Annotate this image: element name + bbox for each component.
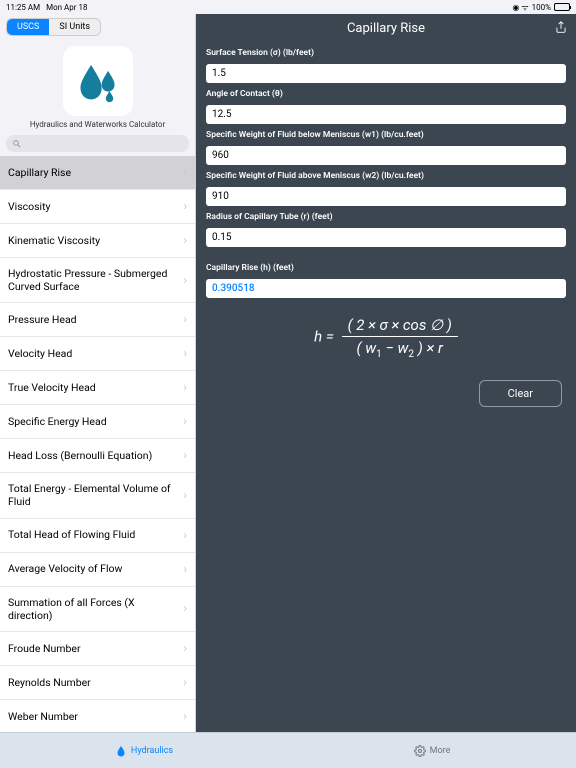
chevron-right-icon: ›	[183, 312, 187, 327]
sidebar-item-label: Hydrostatic Pressure - Submerged Curved …	[8, 267, 183, 293]
field-label: Surface Tension (σ) (lb/feet)	[206, 48, 566, 58]
status-time: 11:25 AM	[6, 3, 40, 12]
sidebar-item[interactable]: Total Energy - Elemental Volume of Fluid…	[0, 473, 195, 518]
search-input[interactable]	[26, 138, 183, 149]
sidebar-item-label: True Velocity Head	[8, 381, 100, 394]
segment-uscs[interactable]: USCS	[7, 19, 49, 35]
sidebar-item-label: Head Loss (Bernoulli Equation)	[8, 449, 156, 462]
field-label: Specific Weight of Fluid below Meniscus …	[206, 130, 566, 140]
chevron-right-icon: ›	[183, 601, 187, 616]
chevron-right-icon: ›	[183, 165, 187, 180]
segment-si[interactable]: SI Units	[49, 19, 100, 35]
status-date: Mon Apr 18	[46, 3, 87, 12]
field-label: Angle of Contact (θ)	[206, 89, 566, 99]
chevron-right-icon: ›	[183, 562, 187, 577]
chevron-right-icon: ›	[183, 199, 187, 214]
sidebar-item-label: Kinematic Viscosity	[8, 234, 104, 247]
chevron-right-icon: ›	[183, 380, 187, 395]
content-header: Capillary Rise	[196, 14, 576, 42]
sidebar-item[interactable]: Reynolds Number ›	[0, 666, 195, 700]
tab-bar: Hydraulics More	[0, 732, 576, 768]
sidebar-item-label: Reynolds Number	[8, 676, 95, 689]
sidebar: USCS SI Units Hydraulics and Waterworks …	[0, 14, 196, 732]
chevron-right-icon: ›	[183, 233, 187, 248]
chevron-right-icon: ›	[183, 709, 187, 724]
sidebar-item-label: Weber Number	[8, 710, 82, 723]
sidebar-item-label: Pressure Head	[8, 313, 81, 326]
sidebar-item[interactable]: Pressure Head ›	[0, 303, 195, 337]
sidebar-item[interactable]: True Velocity Head ›	[0, 371, 195, 405]
chevron-right-icon: ›	[183, 641, 187, 656]
sidebar-item[interactable]: Summation of all Forces (X direction)›	[0, 587, 195, 632]
sidebar-item[interactable]: Average Velocity of Flow ›	[0, 553, 195, 587]
chevron-right-icon: ›	[183, 414, 187, 429]
sidebar-item[interactable]: Hydrostatic Pressure - Submerged Curved …	[0, 258, 195, 303]
sidebar-item-label: Capillary Rise	[8, 166, 75, 179]
sidebar-item[interactable]: Specific Energy Head ›	[0, 405, 195, 439]
search-icon	[12, 139, 22, 149]
share-button[interactable]	[554, 20, 568, 38]
result-label: Capillary Rise (h) (feet)	[206, 263, 566, 273]
clear-button[interactable]: Clear	[479, 380, 562, 407]
tab-more-label: More	[430, 746, 451, 756]
battery-icon	[554, 3, 570, 11]
tab-hydraulics[interactable]: Hydraulics	[0, 733, 288, 768]
result-output	[206, 279, 566, 298]
share-icon	[554, 20, 568, 34]
sidebar-item-label: Total Head of Flowing Fluid	[8, 528, 139, 541]
field-input[interactable]	[206, 64, 566, 83]
field-label: Radius of Capillary Tube (r) (feet)	[206, 212, 566, 222]
form: Surface Tension (σ) (lb/feet) Angle of Co…	[196, 42, 576, 247]
field-input[interactable]	[206, 146, 566, 165]
status-bar: 11:25 AM Mon Apr 18 ◉ ᯤ 100%	[0, 0, 576, 14]
sidebar-item[interactable]: Total Head of Flowing Fluid ›	[0, 519, 195, 553]
chevron-right-icon: ›	[183, 528, 187, 543]
field-input[interactable]	[206, 228, 566, 247]
unit-segment: USCS SI Units	[6, 18, 101, 36]
tab-hydraulics-label: Hydraulics	[131, 746, 173, 756]
sidebar-item-label: Viscosity	[8, 200, 55, 213]
sidebar-item-label: Summation of all Forces (X direction)	[8, 596, 183, 622]
field-input[interactable]	[206, 187, 566, 206]
chevron-right-icon: ›	[183, 273, 187, 288]
sidebar-item[interactable]: Head Loss (Bernoulli Equation) ›	[0, 439, 195, 473]
sidebar-item-label: Froude Number	[8, 642, 85, 655]
sidebar-item[interactable]: Kinematic Viscosity ›	[0, 224, 195, 258]
chevron-right-icon: ›	[183, 488, 187, 503]
sidebar-item[interactable]: Velocity Head ›	[0, 337, 195, 371]
droplet-icon	[115, 745, 127, 757]
sidebar-item[interactable]: Viscosity ›	[0, 190, 195, 224]
sidebar-item-label: Velocity Head	[8, 347, 76, 360]
gear-icon	[414, 745, 426, 757]
search-bar[interactable]	[6, 135, 189, 152]
app-icon	[63, 46, 133, 116]
chevron-right-icon: ›	[183, 448, 187, 463]
formula: h = ( 2 × σ × cos ∅ ) ( w1 − w2 ) × r	[196, 316, 576, 360]
wifi-icon: ◉ ᯤ	[512, 2, 528, 13]
chevron-right-icon: ›	[183, 346, 187, 361]
sidebar-item[interactable]: Capillary Rise ›	[0, 156, 195, 190]
content-pane: Capillary Rise Surface Tension (σ) (lb/f…	[196, 14, 576, 732]
tab-more[interactable]: More	[288, 733, 576, 768]
sidebar-list[interactable]: Capillary Rise›Viscosity›Kinematic Visco…	[0, 156, 195, 732]
field-label: Specific Weight of Fluid above Meniscus …	[206, 171, 566, 181]
sidebar-item[interactable]: Weber Number ›	[0, 700, 195, 732]
sidebar-item[interactable]: Froude Number ›	[0, 632, 195, 666]
status-battery: 100%	[532, 3, 551, 12]
chevron-right-icon: ›	[183, 675, 187, 690]
sidebar-item-label: Average Velocity of Flow	[8, 562, 126, 575]
app-title: Hydraulics and Waterworks Calculator	[0, 120, 195, 129]
page-title: Capillary Rise	[347, 21, 425, 36]
field-input[interactable]	[206, 105, 566, 124]
sidebar-item-label: Total Energy - Elemental Volume of Fluid	[8, 482, 183, 508]
sidebar-item-label: Specific Energy Head	[8, 415, 111, 428]
